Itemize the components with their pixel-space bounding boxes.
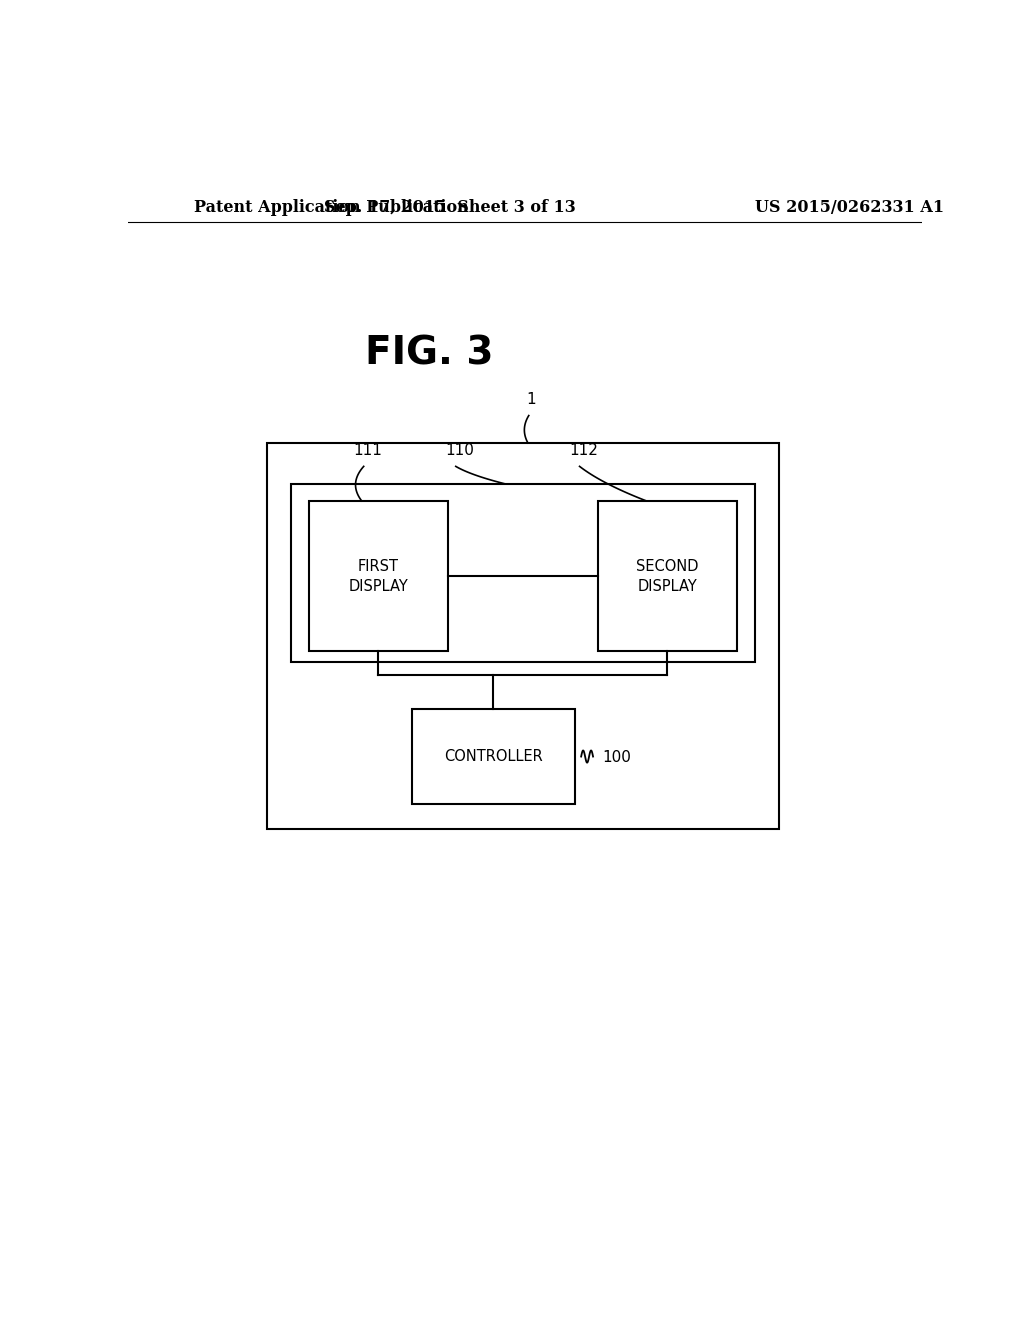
Text: 111: 111 bbox=[353, 444, 382, 458]
Bar bbox=[412, 709, 574, 804]
Text: FIRST
DISPLAY: FIRST DISPLAY bbox=[348, 558, 409, 594]
Text: 112: 112 bbox=[569, 444, 598, 458]
Text: SECOND
DISPLAY: SECOND DISPLAY bbox=[636, 558, 698, 594]
Text: 110: 110 bbox=[445, 444, 474, 458]
Bar bbox=[598, 500, 736, 651]
Bar bbox=[291, 483, 755, 661]
Text: 100: 100 bbox=[602, 750, 632, 764]
Bar bbox=[267, 444, 778, 829]
Bar bbox=[309, 500, 447, 651]
Text: 1: 1 bbox=[526, 392, 536, 408]
Text: Patent Application Publication: Patent Application Publication bbox=[194, 199, 469, 215]
Text: CONTROLLER: CONTROLLER bbox=[444, 748, 543, 764]
Text: US 2015/0262331 A1: US 2015/0262331 A1 bbox=[755, 199, 944, 215]
Text: Sep. 17, 2015  Sheet 3 of 13: Sep. 17, 2015 Sheet 3 of 13 bbox=[324, 199, 575, 215]
Text: FIG. 3: FIG. 3 bbox=[366, 334, 494, 372]
